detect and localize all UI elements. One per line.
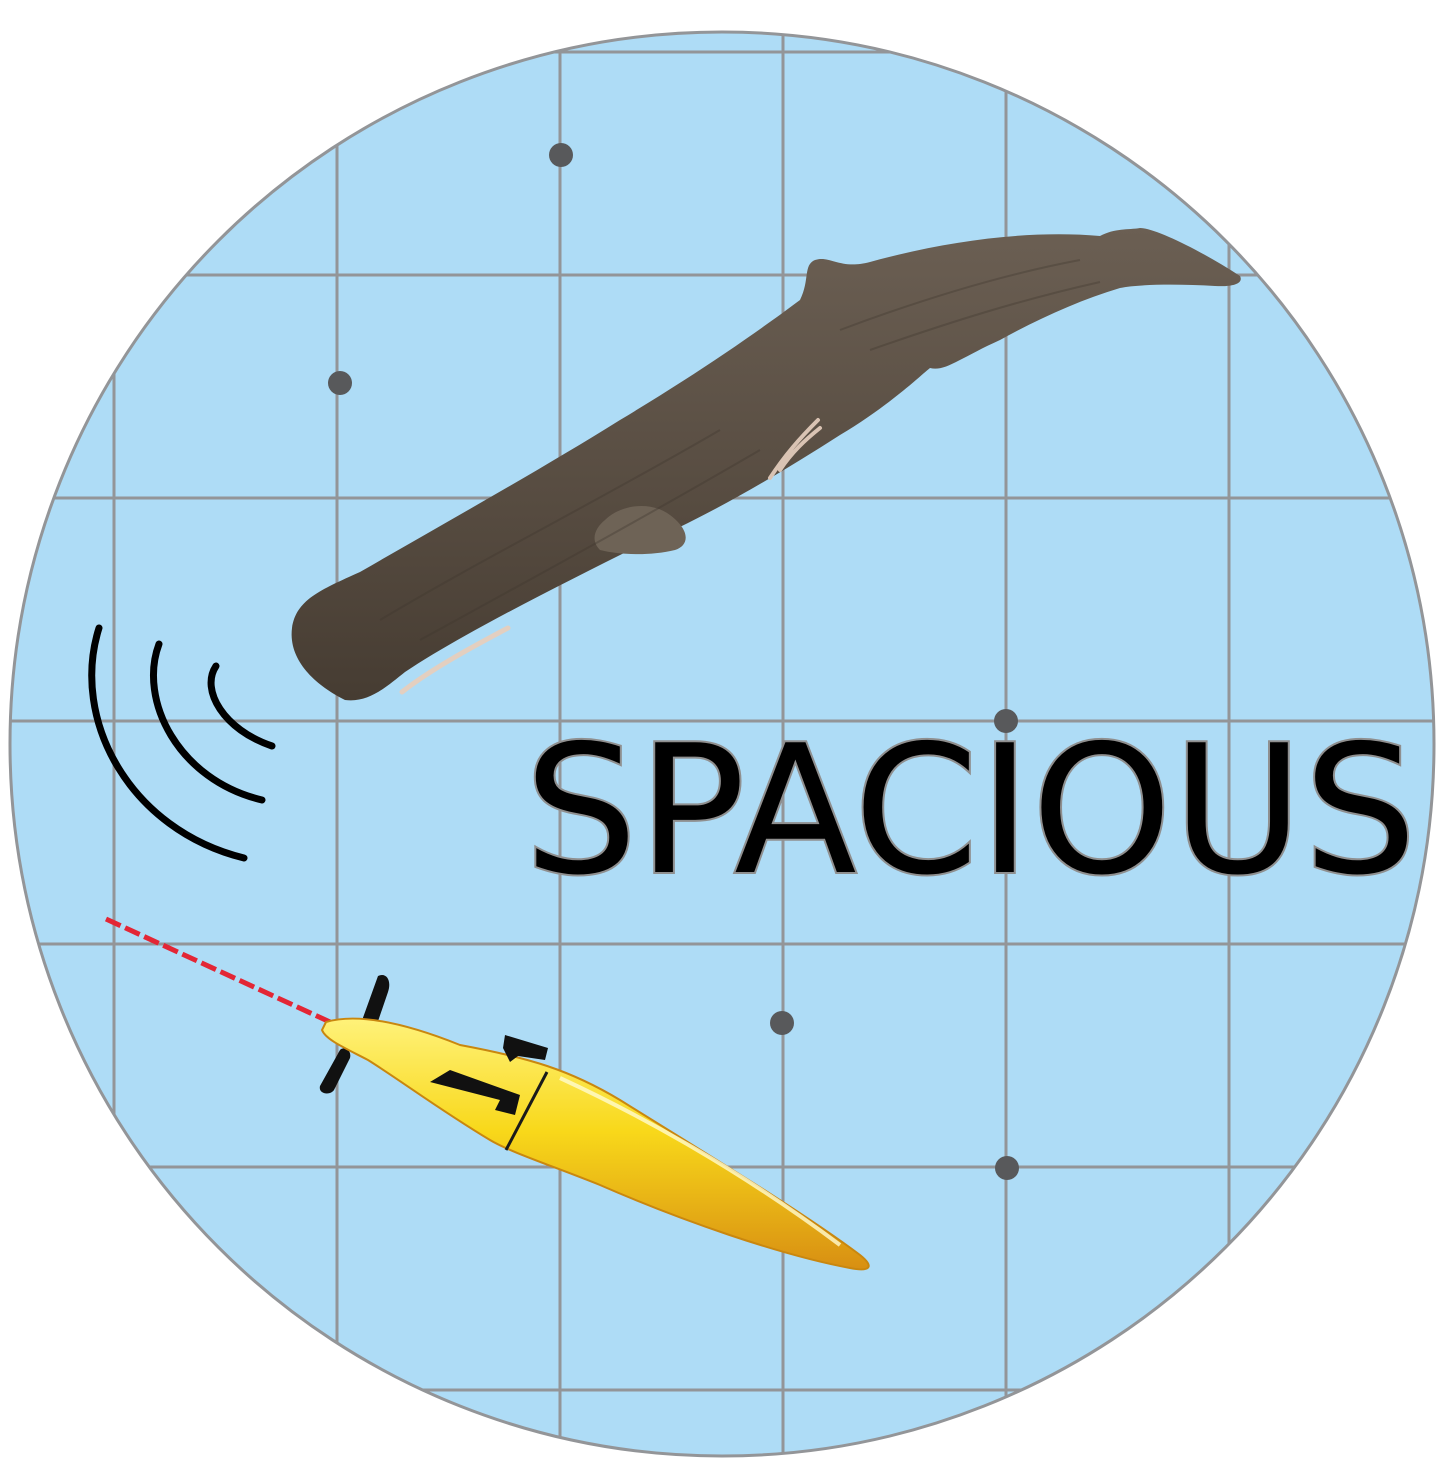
underwater-glider-illustration: [104, 916, 870, 1271]
glider-hull-seam: [504, 1071, 549, 1151]
whale-skin-texture: [379, 259, 1101, 641]
marker-dot: [328, 371, 352, 395]
sound-waves-icon: [88, 624, 276, 862]
glider-highlight: [559, 1076, 842, 1247]
whale-mouth-line: [399, 625, 511, 695]
sperm-whale-illustration: [291, 228, 1241, 701]
glider-top-fin: [503, 1035, 548, 1062]
grid-markers: [328, 143, 1019, 1180]
spacious-wordmark: SPACIOUS: [524, 707, 1417, 914]
marker-dot: [995, 1156, 1019, 1180]
marker-dot: [994, 709, 1018, 733]
ocean-disc: [10, 32, 1434, 1456]
whale-body: [291, 228, 1241, 701]
marker-dot: [549, 143, 573, 167]
glider-tail-fin: [319, 974, 390, 1094]
disc-outline: [8, 30, 1436, 1458]
whale-pectoral-fin: [594, 505, 686, 555]
marker-dot: [770, 1011, 794, 1035]
whale-throat-grooves: [768, 418, 822, 480]
glider-wing: [430, 1070, 520, 1115]
